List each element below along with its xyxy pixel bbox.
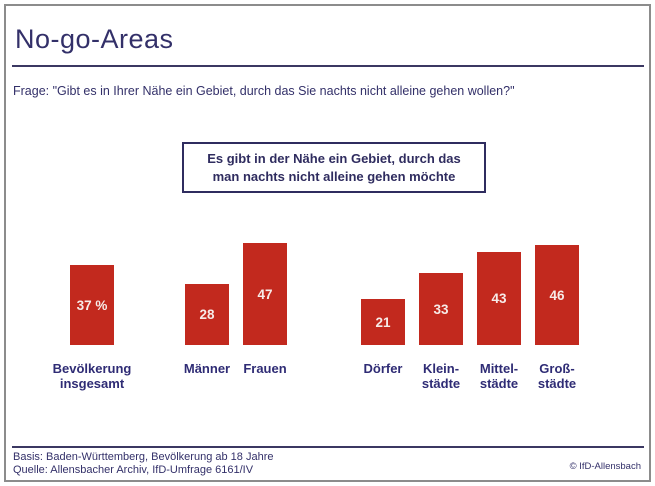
footer-divider [12, 446, 644, 448]
bar-frauen: 47 [243, 243, 287, 345]
bar-mittelst-dte: 43 [477, 252, 521, 345]
bar-bev-lkerung-insgesamt: 37 % [70, 265, 114, 345]
survey-question-text: Frage: "Gibt es in Ihrer Nähe ein Gebiet… [13, 84, 515, 98]
bar-value-label: 37 % [76, 297, 108, 313]
bar-value-label: 28 [199, 307, 215, 322]
bar-value-label: 21 [375, 314, 391, 330]
page-title: No-go-Areas [15, 24, 174, 54]
bar-value-label: 46 [549, 287, 565, 303]
bar-category-label: Mittel- städte [479, 361, 519, 392]
source-note: Basis: Baden-Württemberg, Bevölkerung ab… [13, 451, 274, 477]
bar-kleinst-dte: 33 [419, 273, 463, 345]
bar-category-label: Bevölkerung insgesamt [52, 361, 132, 392]
bar-d-rfer: 21 [361, 299, 405, 345]
bar-m-nner: 28 [185, 284, 229, 345]
bar-gro-st-dte: 46 [535, 245, 579, 345]
callout-box: Es gibt in der Nähe ein Gebiet, durch da… [182, 142, 486, 194]
bar-category-label: Groß- städte [537, 361, 577, 392]
bar-value-label: 47 [257, 286, 273, 302]
bar-category-label: Klein- städte [421, 361, 461, 392]
bar-category-label: Männer [183, 361, 231, 376]
bar-value-label: 43 [491, 291, 507, 306]
title-divider [12, 65, 644, 67]
bar-category-label: Frauen [243, 361, 287, 376]
copyright-note: © IfD-Allensbach [569, 461, 641, 472]
bar-category-label: Dörfer [363, 361, 403, 376]
bar-value-label: 33 [433, 301, 449, 317]
